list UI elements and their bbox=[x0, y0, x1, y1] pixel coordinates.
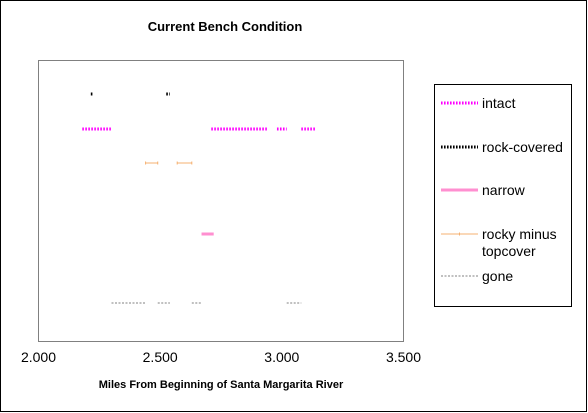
plot-area bbox=[38, 60, 404, 342]
x-axis-label: Miles From Beginning of Santa Margarita … bbox=[99, 379, 344, 391]
x-tick-label: 3.500 bbox=[386, 349, 421, 365]
x-tick-label: 2.500 bbox=[143, 349, 178, 365]
x-axis-ticks: 2.000 2.500 3.000 3.500 bbox=[21, 349, 421, 365]
x-tick-label: 2.000 bbox=[21, 349, 56, 365]
legend-box bbox=[434, 84, 572, 307]
legend-label: rocky minus topcover bbox=[482, 226, 557, 259]
chart-title: Current Bench Condition bbox=[148, 19, 303, 34]
legend-label: narrow bbox=[482, 182, 526, 198]
legend-label: rock-covered bbox=[482, 139, 563, 155]
x-tick-label: 3.000 bbox=[264, 349, 299, 365]
legend-label: intact bbox=[482, 95, 516, 111]
legend-label: gone bbox=[482, 268, 513, 284]
series-layer bbox=[82, 92, 316, 304]
legend: intact rock-covered narrow rocky minus topco… bbox=[441, 95, 563, 284]
